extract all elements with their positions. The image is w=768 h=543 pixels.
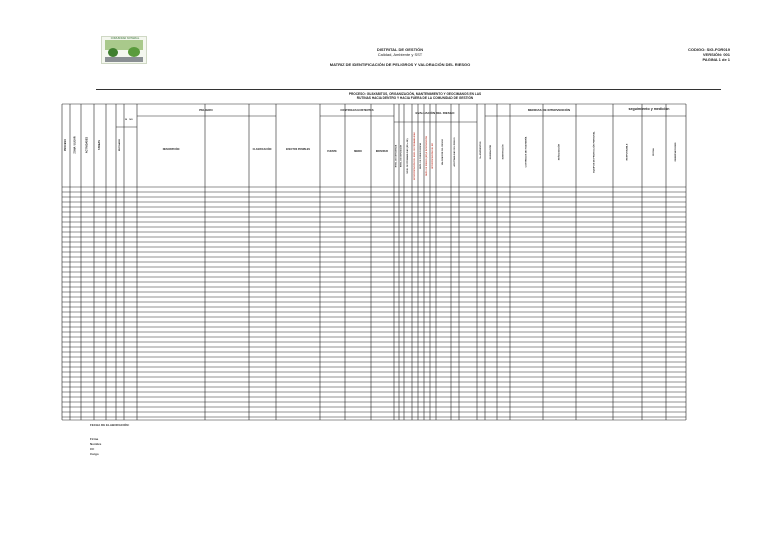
column-rutinario-si: SI [125, 119, 127, 121]
logo-tree [108, 48, 118, 57]
column-tareas: TAREAS [98, 140, 101, 150]
column-rutinario-no: NO [129, 119, 133, 121]
logo-text: COMUNIDAD NOTARIAL [110, 37, 140, 40]
eval-column-0: NIVEL DE DEFICIENCIA [395, 144, 398, 167]
eval-column-1: NIVEL DE EXPOSICIÓN [400, 144, 403, 167]
id-label: CC [90, 447, 95, 451]
eval-column-6: INTERPRETACIÓN DEL NR [431, 143, 434, 169]
column-peligro-clasificacion: CLASIFICACIÓN [253, 148, 272, 151]
column-expuestos: No EXPUESTOS [480, 141, 482, 158]
column-peligro-descripcion: DESCRIPCIÓN [163, 148, 180, 151]
column-medio: MEDIO [354, 150, 362, 153]
column-efectos: EFECTOS POSIBLES [286, 148, 310, 151]
logo-tree [128, 47, 140, 57]
signature-label: Firma [90, 437, 99, 441]
column-proceso: PROCESO [64, 139, 67, 151]
doc-page: PAGINA 1 de 1 [702, 57, 730, 62]
controles-group-header: CONTROLES EXISTENTES [340, 108, 373, 112]
medidas-column-3: SEÑALIZACIÓN [558, 143, 561, 160]
company-logo: COMUNIDAD NOTARIAL [101, 36, 147, 64]
medidas-column-1: SUSTITUCIÓN [502, 144, 505, 159]
process-description: PROCESO: GUAYABITOS, ORGANIZACIÓN, MANTE… [325, 92, 505, 100]
logo-road [105, 57, 143, 62]
process-line2: RUTINAS HACIA DENTRO Y HACIA FUERA DE LA… [356, 96, 474, 101]
column-fuente: FUENTE [327, 150, 337, 153]
column-aceptabilidad: ACEPTABILIDAD DEL RIESGO [453, 137, 456, 166]
seguimiento-column-2: OBSERVACIONES [674, 142, 677, 162]
org-line2: Calidad, Ambiente y SST [377, 52, 423, 57]
column-individuo: INDIVIDUO [376, 150, 388, 153]
elaboration-date-label: FECHA DE ELABORACIÓN: [90, 423, 130, 427]
matrix-title: MATRIZ DE IDENTIFICACIÓN DE PELIGROS Y V… [329, 62, 471, 67]
peligro-group-header: PELIGRO [199, 108, 213, 112]
header-separator [96, 89, 721, 90]
logo-sky [105, 40, 143, 50]
medidas-column-2: CONTROLES DE INGENIERÍA [525, 136, 528, 167]
eval-column-5: NIVEL DE RIESGO (NR) E INTERVENCIÓN [425, 136, 428, 176]
process-line1: PROCESO: GUAYABITOS, ORGANIZACIÓN, MANTE… [348, 92, 482, 96]
seguimiento-column-0: RESPONSABLE [626, 143, 629, 160]
eval-column-3: INTERPRETACIÓN DEL NIVEL DE PROBABILIDAD [413, 132, 416, 180]
doc-code: CODIGO: SIG-FOR019 [687, 47, 730, 52]
org-line1: DISTRITAL DE GESTIÓN [376, 47, 424, 52]
seguimiento-group-header: seguimiento y medición [629, 107, 670, 111]
eval-group-header: EVALUACIÓN DEL RIESGO [416, 110, 456, 115]
eval-column-2: NIVEL DE PROBABILIDAD (ND x NE) [406, 138, 409, 173]
doc-version: VERSIÓN: 001 [702, 52, 730, 57]
column-rutinario: RUTINARIO [118, 139, 121, 151]
seguimiento-column-1: FECHA [652, 148, 655, 156]
column-zona: ZONA / LUGAR [74, 136, 77, 153]
column-actividades: ACTIVIDADES [86, 136, 89, 153]
role-label: Cargo [90, 452, 99, 456]
medidas-group-header: MEDIDAS DE INTERVENCIÓN [528, 107, 570, 112]
medidas-column-4: EQUIPOS DE PROTECCIÓN PERSONAL [593, 131, 596, 173]
medidas-column-0: ELIMINACIÓN [489, 144, 492, 159]
column-valoracion: VALORACIÓN DEL RIESGO [441, 138, 444, 165]
name-label: Nombre [90, 442, 102, 446]
eval-column-4: NIVEL DE CONSECUENCIA [419, 142, 422, 169]
